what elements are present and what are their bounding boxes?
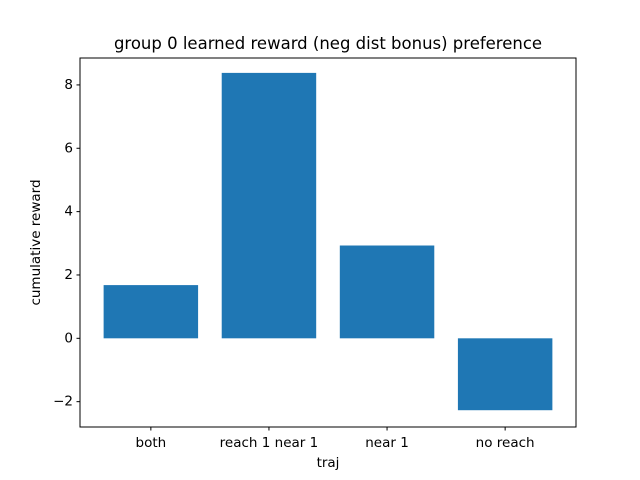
x-axis: both reach 1 near 1 near 1 no reach xyxy=(136,427,535,451)
y-tick-label: 4 xyxy=(64,204,73,220)
x-tick-label: near 1 xyxy=(365,435,409,451)
y-tick-label: 8 xyxy=(64,77,73,93)
bar-near-1 xyxy=(339,245,435,339)
x-tick-label: both xyxy=(136,435,167,451)
y-tick-label: −2 xyxy=(53,394,73,410)
y-axis-label: cumulative reward xyxy=(28,179,44,305)
y-tick-label: 2 xyxy=(64,267,73,283)
plot-area-frame xyxy=(79,57,577,428)
y-tick-label: 0 xyxy=(64,330,73,346)
x-tick-label: no reach xyxy=(476,435,535,451)
x-axis-label: traj xyxy=(317,455,340,471)
chart-title: group 0 learned reward (neg dist bonus) … xyxy=(114,34,542,53)
bar-no-reach xyxy=(457,338,553,411)
bar-reach-1-near-1 xyxy=(221,72,317,339)
y-tick-label: 6 xyxy=(64,140,73,156)
y-axis: −2 0 2 4 6 8 xyxy=(53,77,80,410)
bar-both xyxy=(103,285,199,339)
x-tick-label: reach 1 near 1 xyxy=(220,435,319,451)
bars-layer xyxy=(103,72,553,411)
